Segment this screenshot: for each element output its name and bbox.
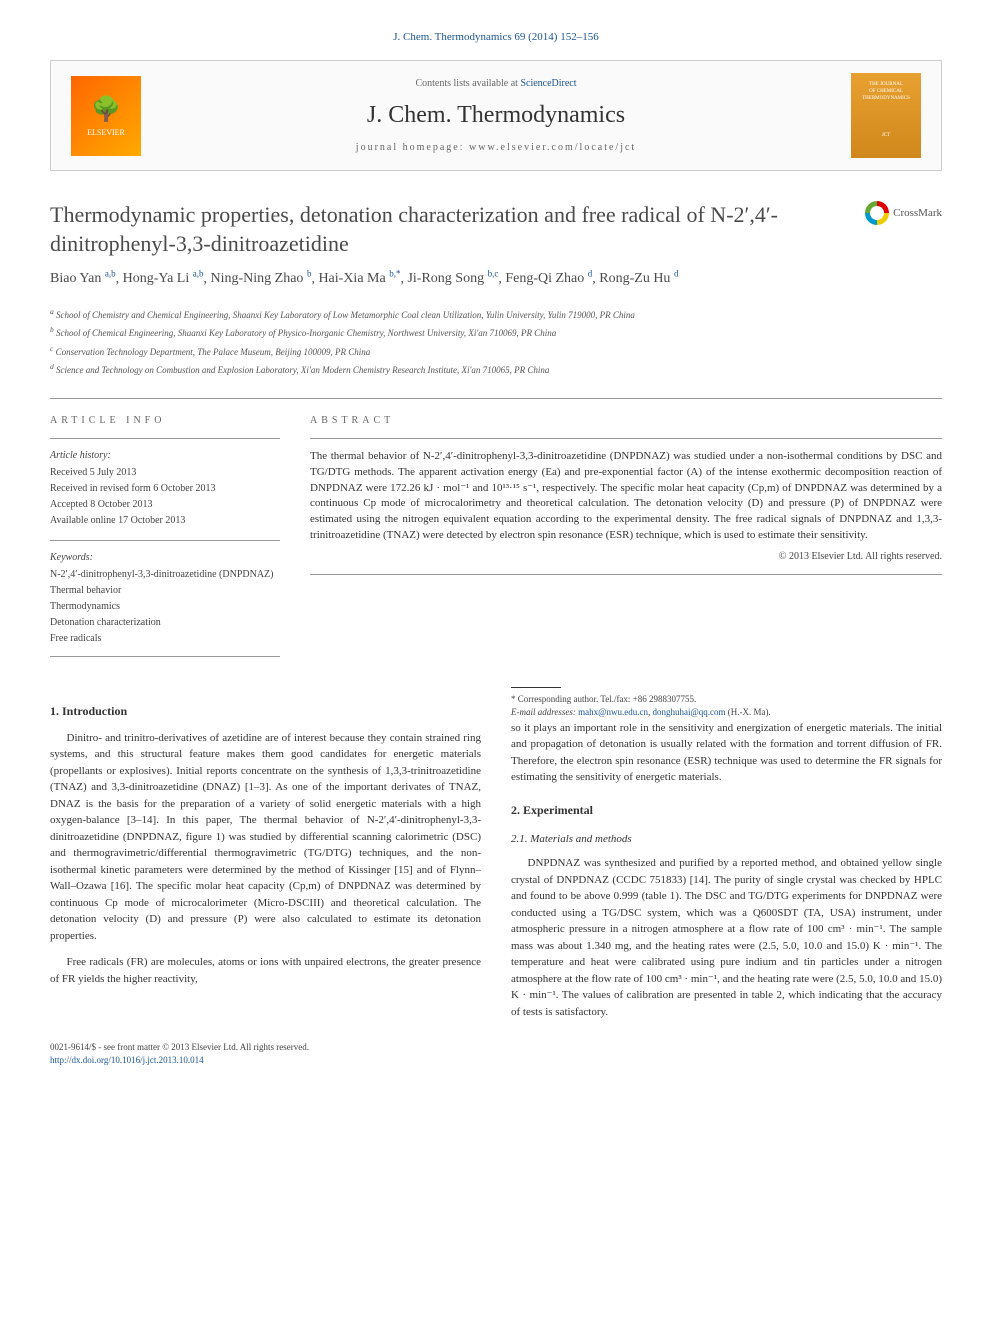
publisher-logo: 🌳 ELSEVIER [71, 76, 141, 156]
email-link[interactable]: mahx@nwu.edu.cn [578, 707, 648, 717]
article-info-heading: ARTICLE INFO [50, 414, 280, 428]
publisher-name: ELSEVIER [87, 127, 125, 138]
journal-header: 🌳 ELSEVIER Contents lists available at S… [50, 60, 942, 171]
section-heading-experimental: 2. Experimental [511, 801, 942, 819]
paragraph: so it plays an important role in the sen… [511, 720, 942, 786]
paragraph: Dinitro- and trinitro-derivatives of aze… [50, 730, 481, 945]
contents-available-line: Contents lists available at ScienceDirec… [141, 77, 851, 91]
paragraph: DNPDNAZ was synthesized and purified by … [511, 855, 942, 1020]
sciencedirect-link[interactable]: ScienceDirect [520, 78, 576, 89]
keyword: N-2′,4′-dinitrophenyl-3,3-dinitroazetidi… [50, 568, 280, 582]
author: Ning-Ning Zhao b [211, 271, 312, 286]
page-footer: 0021-9614/$ - see front matter © 2013 El… [50, 1041, 942, 1066]
corresponding-author-footer: * Corresponding author. Tel./fax: +86 29… [511, 687, 942, 720]
history-item: Available online 17 October 2013 [50, 514, 280, 528]
paragraph: Free radicals (FR) are molecules, atoms … [50, 954, 481, 987]
author: Feng-Qi Zhao d [505, 271, 592, 286]
history-item: Accepted 8 October 2013 [50, 498, 280, 512]
corresponding-author-line: * Corresponding author. Tel./fax: +86 29… [511, 693, 942, 707]
email-link[interactable]: donghuhai@qq.com [652, 707, 725, 717]
keyword: Thermal behavior [50, 584, 280, 598]
keyword: Free radicals [50, 632, 280, 646]
author: Hai-Xia Ma b,* [318, 271, 400, 286]
affiliation: a School of Chemistry and Chemical Engin… [50, 306, 942, 323]
homepage-url[interactable]: www.elsevier.com/locate/jct [469, 142, 636, 153]
keywords-label: Keywords: [50, 540, 280, 565]
journal-cover-thumbnail: THE JOURNAL OF CHEMICAL THERMODYNAMICS J… [851, 73, 921, 158]
issn-line: 0021-9614/$ - see front matter © 2013 El… [50, 1041, 942, 1054]
affiliations: a School of Chemistry and Chemical Engin… [50, 306, 942, 378]
author-list: Biao Yan a,b, Hong-Ya Li a,b, Ning-Ning … [50, 267, 942, 291]
crossmark-icon [865, 201, 889, 225]
abstract-block: ABSTRACT The thermal behavior of N-2′,4′… [310, 414, 942, 657]
section-heading-intro: 1. Introduction [50, 702, 481, 720]
subsection-heading: 2.1. Materials and methods [511, 831, 942, 848]
author: Rong-Zu Hu d [599, 271, 678, 286]
abstract-heading: ABSTRACT [310, 414, 942, 428]
crossmark-badge[interactable]: CrossMark [865, 201, 942, 225]
doi-link[interactable]: http://dx.doi.org/10.1016/j.jct.2013.10.… [50, 1054, 942, 1067]
journal-name: J. Chem. Thermodynamics [141, 99, 851, 133]
affiliation: d Science and Technology on Combustion a… [50, 361, 942, 378]
author: Biao Yan a,b [50, 271, 116, 286]
abstract-copyright: © 2013 Elsevier Ltd. All rights reserved… [310, 550, 942, 564]
journal-reference: J. Chem. Thermodynamics 69 (2014) 152–15… [50, 30, 942, 45]
affiliation: b School of Chemical Engineering, Shaanx… [50, 324, 942, 341]
abstract-text: The thermal behavior of N-2′,4′-dinitrop… [310, 449, 942, 545]
history-item: Received in revised form 6 October 2013 [50, 482, 280, 496]
affiliation: c Conservation Technology Department, Th… [50, 343, 942, 360]
article-title: Thermodynamic properties, detonation cha… [50, 201, 850, 258]
article-info-block: ARTICLE INFO Article history: Received 5… [50, 414, 280, 657]
keyword: Detonation characterization [50, 616, 280, 630]
article-history-label: Article history: [50, 449, 280, 463]
history-item: Received 5 July 2013 [50, 466, 280, 480]
keyword: Thermodynamics [50, 600, 280, 614]
author: Ji-Rong Song b,c [407, 271, 498, 286]
journal-homepage: journal homepage: www.elsevier.com/locat… [141, 141, 851, 155]
separator-line [50, 398, 942, 399]
author: Hong-Ya Li a,b [123, 271, 204, 286]
body-text: 1. Introduction Dinitro- and trinitro-de… [50, 687, 942, 1022]
